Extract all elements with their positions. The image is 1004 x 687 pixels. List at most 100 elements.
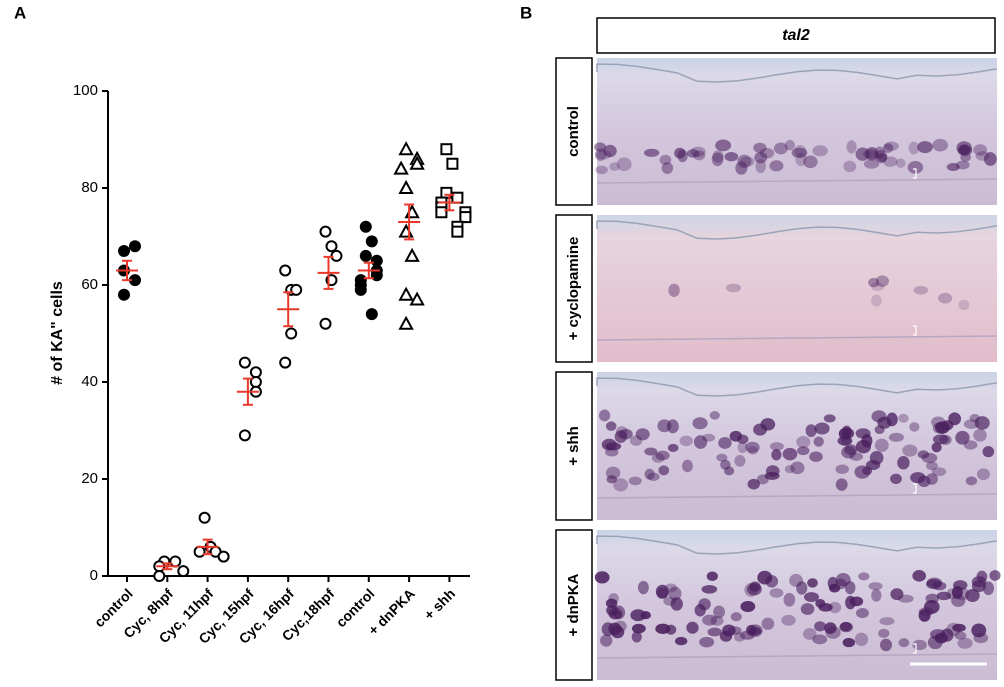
stained-cell [921, 452, 938, 464]
stained-cell [870, 282, 885, 291]
stained-cell [883, 156, 898, 167]
stained-cell [643, 148, 660, 157]
data-point [409, 155, 425, 170]
row-label: + dnPKA [565, 573, 582, 636]
stained-cell [973, 144, 988, 156]
x-tick-label: + shh [421, 585, 458, 622]
data-point [249, 366, 262, 379]
row-label-box [555, 214, 593, 363]
stained-cell [603, 144, 617, 158]
stained-cell [675, 636, 688, 646]
stained-cell [718, 437, 732, 449]
data-point [285, 327, 298, 340]
panel-label: B [520, 3, 532, 22]
y-axis-label: # of KA" cells [49, 281, 66, 385]
data-point [398, 286, 414, 301]
stained-cell [824, 622, 837, 634]
data-point [177, 565, 190, 578]
stained-cell [682, 459, 693, 473]
stained-cell [789, 573, 803, 587]
stained-cell [707, 627, 722, 637]
data-point [169, 555, 182, 568]
stained-cell [846, 140, 857, 154]
stained-cell [756, 474, 769, 485]
stained-cell [686, 149, 700, 158]
stained-cell [898, 413, 909, 423]
stained-cell [813, 436, 824, 447]
stained-cell [594, 142, 606, 152]
data-point [118, 288, 130, 301]
stained-cell [958, 299, 970, 311]
stained-cell [955, 160, 970, 170]
stained-cell [976, 570, 988, 583]
stained-cell [644, 447, 658, 456]
stained-cell [679, 435, 693, 447]
stained-cell [840, 621, 852, 632]
stained-cell [952, 623, 966, 633]
stained-cell [895, 158, 906, 168]
stained-cell [957, 145, 973, 156]
data-point [319, 225, 332, 238]
stained-cell [800, 603, 815, 615]
stained-cell [710, 615, 724, 626]
stained-cell [842, 637, 856, 648]
stained-cell [628, 476, 642, 486]
stained-cell [841, 425, 852, 439]
data-point [217, 550, 230, 563]
stained-cell [812, 634, 828, 645]
stained-cell [912, 570, 927, 582]
stained-cell [765, 575, 779, 588]
stained-cell [661, 162, 674, 174]
stained-cell [862, 466, 873, 476]
stained-cell [782, 447, 798, 461]
stained-cell [716, 453, 728, 462]
stained-cell [781, 614, 796, 626]
stained-cell [871, 589, 882, 602]
stained-cell [663, 596, 676, 606]
stained-cell [773, 142, 788, 155]
stained-cell [701, 584, 718, 594]
stained-cell [807, 578, 818, 588]
stained-cell [840, 432, 852, 446]
y-tick-label: 80 [81, 179, 98, 196]
stained-cell [658, 465, 670, 476]
stained-cell [965, 589, 980, 602]
stained-cell [692, 417, 708, 430]
stained-cell [908, 141, 920, 155]
stained-cell [734, 454, 746, 467]
stained-cell [874, 438, 889, 452]
stained-cell [715, 139, 732, 152]
stained-cell [753, 142, 767, 153]
stained-cell [982, 446, 995, 458]
stained-cell [670, 597, 683, 611]
stained-cell [849, 452, 864, 461]
stained-cell [674, 147, 686, 159]
stained-cell [686, 621, 699, 634]
panel-label: A [14, 3, 26, 22]
stained-cell [693, 435, 708, 449]
header-box [596, 17, 996, 54]
data-point [440, 143, 453, 156]
stained-cell [740, 601, 756, 613]
stained-cell [598, 409, 611, 422]
stained-cell [640, 611, 651, 620]
stained-cell [855, 439, 872, 454]
data-point [238, 356, 251, 369]
stained-cell [651, 453, 665, 463]
stained-cell [890, 588, 904, 601]
stained-cell [932, 138, 949, 152]
stained-cell [618, 428, 633, 440]
stained-cell [814, 422, 830, 435]
stained-cell [932, 434, 949, 445]
stained-cell [608, 610, 623, 619]
stained-cell [902, 444, 918, 457]
stained-cell [863, 159, 880, 169]
stained-cell [844, 444, 858, 456]
tissue-edge [596, 377, 998, 397]
data-point [359, 249, 372, 262]
stained-cell [989, 570, 1001, 581]
stained-cell [608, 622, 622, 636]
data-point [325, 240, 338, 253]
data-point [193, 545, 206, 558]
data-point [398, 141, 414, 156]
